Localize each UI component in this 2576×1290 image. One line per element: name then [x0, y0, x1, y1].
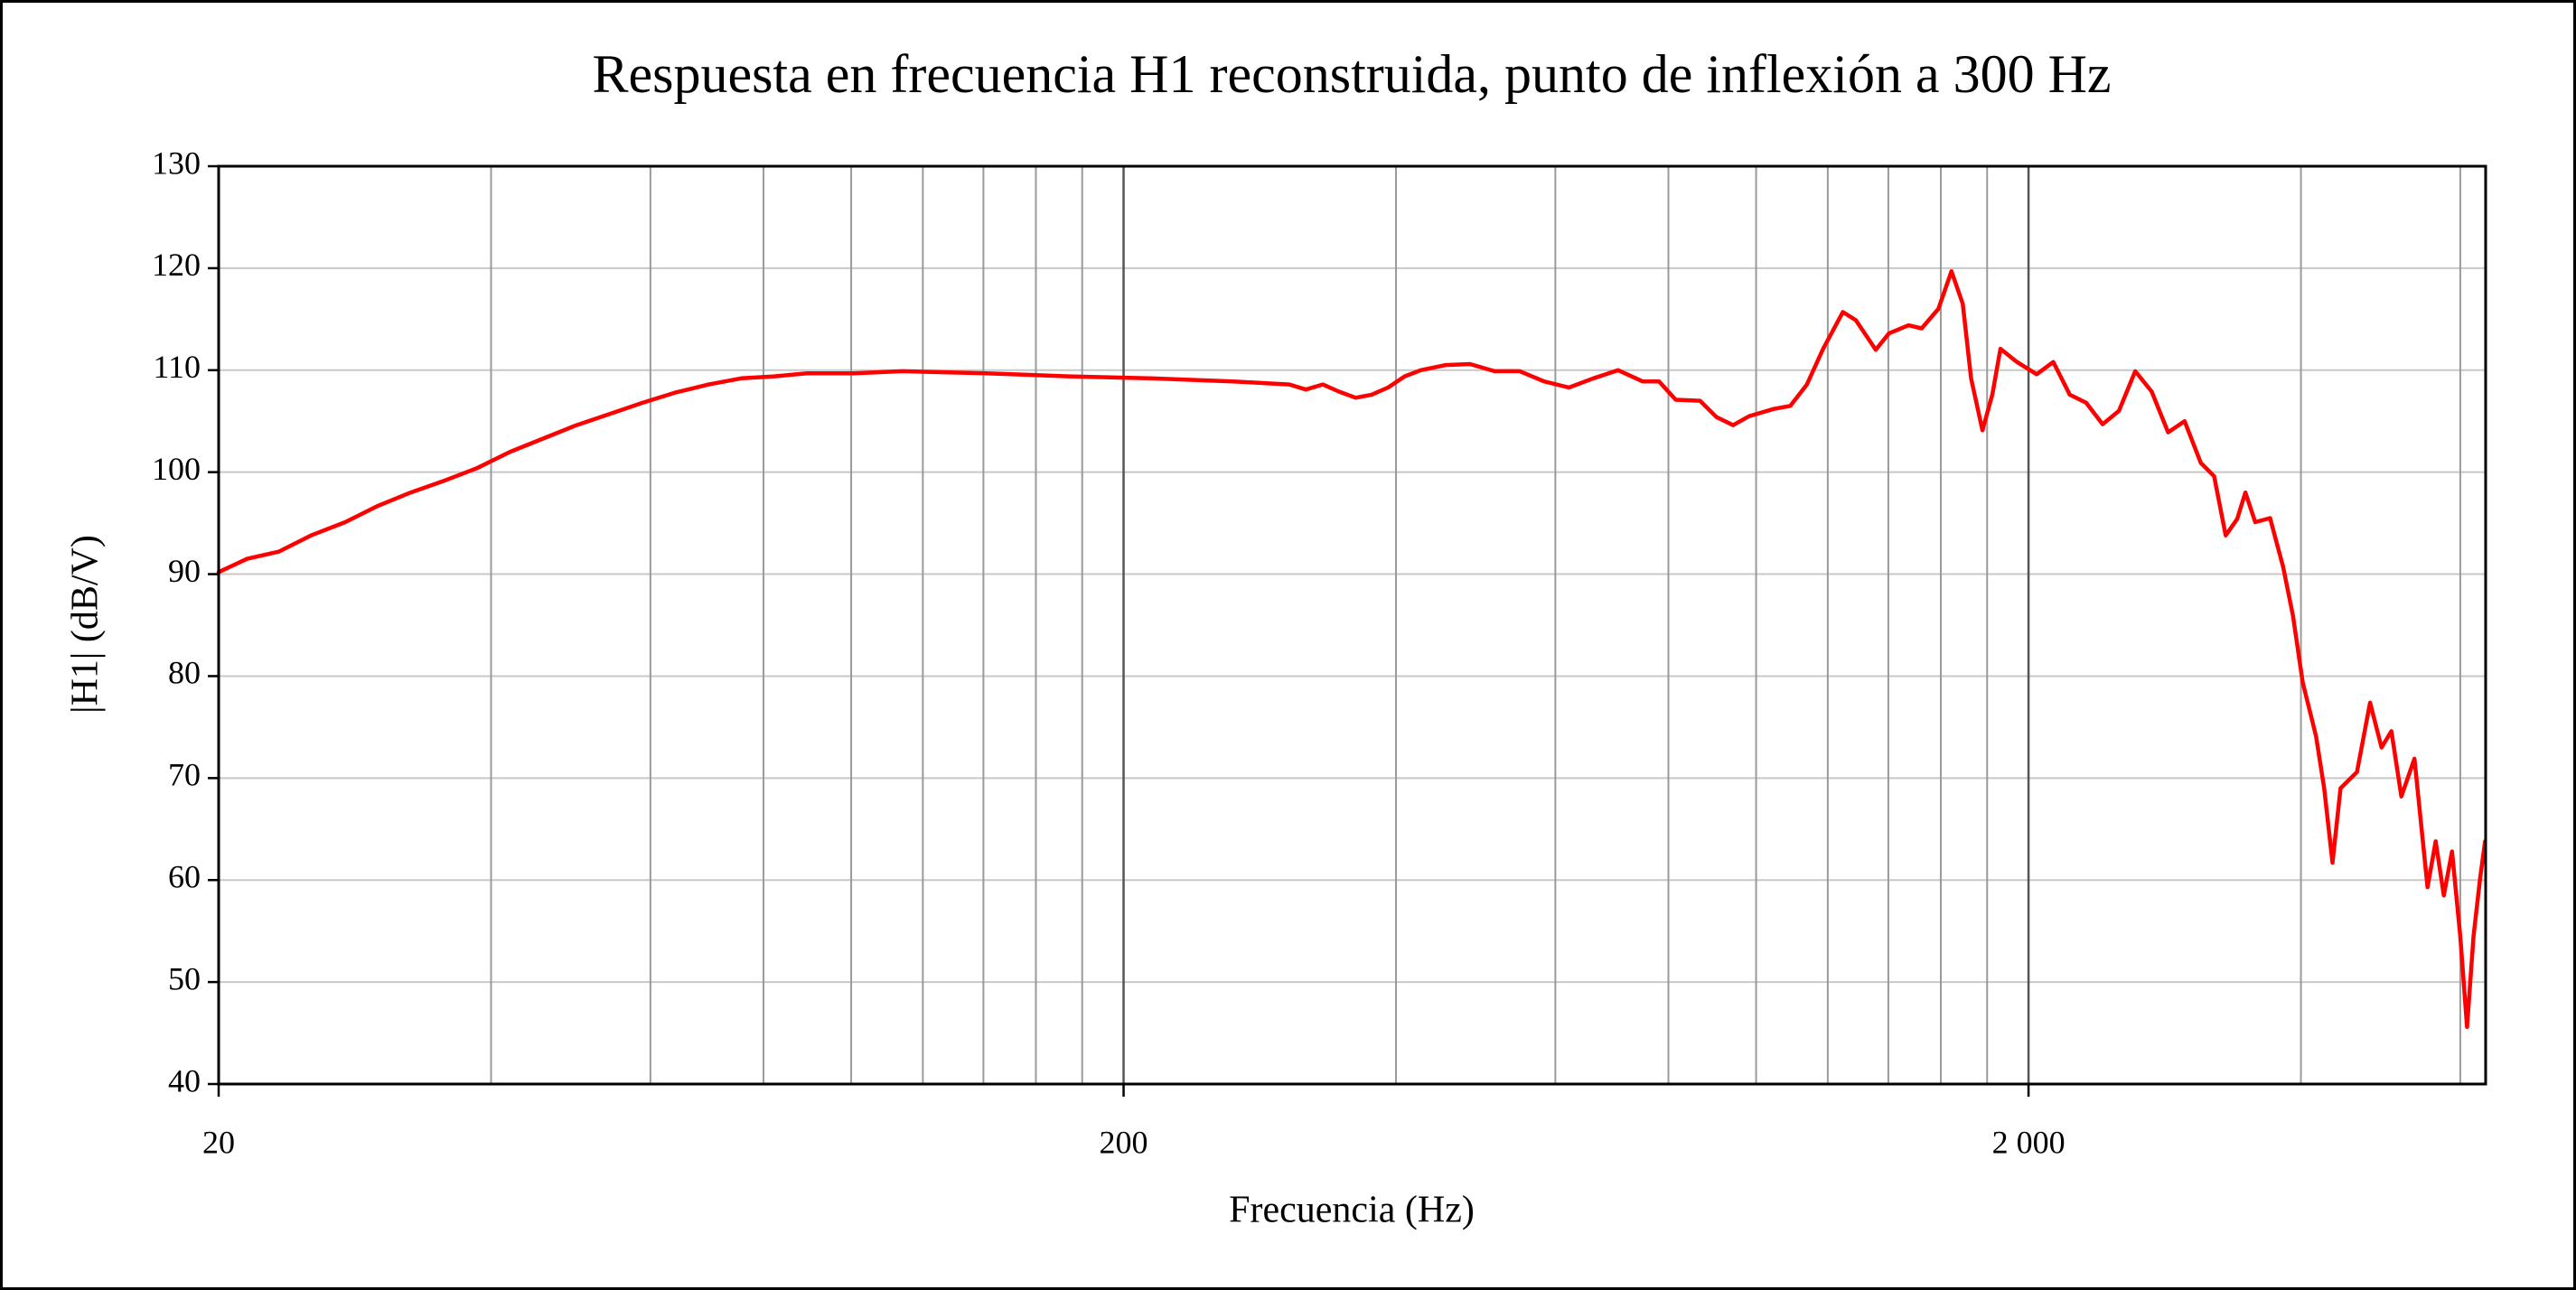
y-tick-label: 60 — [168, 858, 201, 894]
y-axis-label: |H1| (dB/V) — [65, 535, 107, 714]
y-tick-label: 80 — [168, 655, 201, 691]
chart-title: Respuesta en frecuencia H1 reconstruida,… — [592, 44, 2111, 104]
x-tick-label: 200 — [1100, 1124, 1148, 1160]
data-line — [216, 269, 2487, 1030]
y-tick-label: 70 — [168, 757, 201, 793]
y-tick-label: 90 — [168, 553, 201, 589]
x-axis-label: Frecuencia (Hz) — [1229, 1190, 1475, 1231]
plot-border — [217, 164, 2487, 1086]
y-tick-label: 130 — [152, 145, 201, 181]
y-tick-label: 50 — [168, 960, 201, 996]
x-tick-label: 20 — [202, 1124, 235, 1160]
y-tick-label: 100 — [152, 451, 201, 487]
y-tick-label: 120 — [152, 247, 201, 283]
x-tick-label: 2 000 — [1992, 1124, 2065, 1160]
y-tick-label: 40 — [168, 1062, 201, 1098]
y-tick-label: 110 — [153, 349, 201, 385]
